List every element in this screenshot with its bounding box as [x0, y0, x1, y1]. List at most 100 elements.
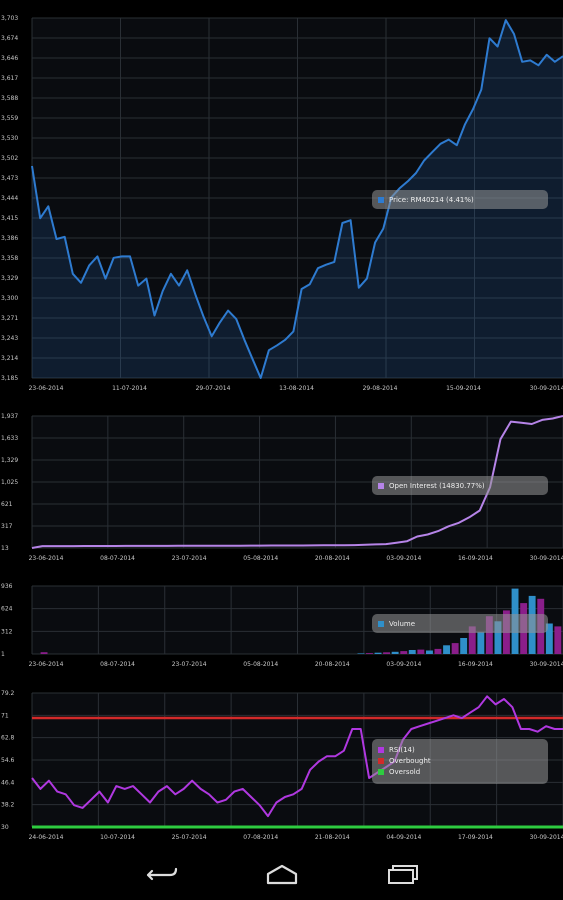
- volume-legend: Volume: [372, 614, 548, 633]
- volume-ytick-label: 312: [1, 628, 13, 635]
- volume-bar: [451, 643, 459, 654]
- volume-bar: [40, 652, 48, 654]
- oversold-legend-label: Oversold: [389, 767, 421, 776]
- price-ytick-label: 3,415: [1, 215, 18, 222]
- price-ytick-label: 3,559: [1, 115, 18, 122]
- volume-ytick-label: 1: [1, 651, 5, 658]
- volume-bar: [426, 650, 433, 654]
- rsi-ytick-label: 38.2: [1, 802, 15, 809]
- oi-xtick-label: 16-09-2014: [458, 555, 493, 562]
- oi-ytick-label: 1,937: [1, 413, 18, 420]
- oi-legend-label: Open Interest (14830.77%): [389, 481, 485, 490]
- oi-xtick-label: 30-09-2014: [530, 555, 563, 562]
- rsi-line: [31, 695, 563, 818]
- volume-panel[interactable]: 936 624 312 1 23-06-2014 08-07-2014 23-07-2014…: [0, 578, 563, 678]
- volume-bar: [477, 632, 485, 654]
- price-ytick-label: 3,271: [1, 315, 18, 322]
- back-icon: [146, 867, 178, 881]
- price-ytick-label: 3,703: [1, 15, 18, 22]
- rsi-ytick-label: 30: [1, 824, 9, 831]
- rsi-xtick-label: 24-06-2014: [29, 834, 64, 841]
- price-xtick-label: 11-07-2014: [112, 385, 147, 392]
- oi-ytick-label: 317: [1, 523, 13, 530]
- rsi-xtick-label: 07-08-2014: [243, 834, 278, 841]
- price-ytick-label: 3,444: [1, 195, 18, 202]
- oversold-swatch: [378, 768, 384, 775]
- oi-xtick-label: 23-06-2014: [29, 555, 64, 562]
- rsi-xtick-label: 25-07-2014: [172, 834, 207, 841]
- rsi-panel[interactable]: 79.2 71 62.8 54.6 46.4 38.2 30 24-06-2014 10-07-…: [0, 684, 563, 850]
- volume-bar: [434, 648, 442, 654]
- rsi-xtick-label: 21-08-2014: [315, 834, 350, 841]
- price-ytick-label: 3,329: [1, 275, 18, 282]
- oi-ytick-label: 621: [1, 501, 13, 508]
- rsi-ytick-label: 79.2: [1, 690, 15, 697]
- rsi-ytick-label: 46.4: [1, 779, 15, 786]
- recents-icon: [388, 865, 418, 884]
- price-ytick-label: 3,358: [1, 255, 18, 262]
- volume-xtick-label: 03-09-2014: [386, 661, 421, 668]
- home-button[interactable]: [260, 858, 304, 892]
- rsi-ytick-label: 62.8: [1, 735, 15, 742]
- volume-bar: [357, 653, 365, 654]
- price-line: [31, 19, 563, 379]
- volume-legend-label: Volume: [389, 619, 416, 628]
- price-legend: Price: RM40214 (4.41%): [372, 190, 548, 209]
- volume-xtick-label: 23-06-2014: [29, 661, 64, 668]
- volume-xtick-label: 30-09-2014: [530, 661, 563, 668]
- oi-xtick-label: 23-07-2014: [172, 555, 207, 562]
- overbought-swatch: [378, 757, 384, 764]
- oi-legend: Open Interest (14830.77%): [372, 476, 548, 495]
- rsi-xtick-label: 17-09-2014: [458, 834, 493, 841]
- volume-bar: [383, 652, 390, 654]
- price-swatch: [378, 196, 384, 203]
- rsi-xtick-label: 04-09-2014: [386, 834, 421, 841]
- oi-xtick-label: 08-07-2014: [100, 555, 135, 562]
- price-xtick-label: 23-06-2014: [29, 385, 64, 392]
- oi-ytick-label: 1,633: [1, 435, 18, 442]
- price-ytick-label: 3,386: [1, 235, 18, 242]
- price-ytick-label: 3,674: [1, 35, 18, 42]
- price-ytick-label: 3,185: [1, 375, 18, 382]
- oi-line: [31, 415, 563, 549]
- volume-xtick-label: 20-08-2014: [315, 661, 350, 668]
- volume-xtick-label: 08-07-2014: [100, 661, 135, 668]
- volume-bar: [485, 616, 493, 654]
- price-xtick-label: 30-09-2014: [530, 385, 563, 392]
- price-ytick-label: 3,214: [1, 355, 18, 362]
- rsi-legend: RSI(14) Overbought Oversold: [372, 739, 548, 784]
- volume-bar: [366, 653, 373, 654]
- rsi-ytick-label: 54.6: [1, 757, 15, 764]
- recents-button[interactable]: [380, 858, 424, 892]
- volume-xtick-label: 05-08-2014: [243, 661, 278, 668]
- oi-ytick-label: 13: [1, 545, 9, 552]
- oi-ytick-label: 1,329: [1, 457, 18, 464]
- price-xtick-label: 29-08-2014: [363, 385, 398, 392]
- oi-xtick-label: 03-09-2014: [386, 555, 421, 562]
- open-interest-panel[interactable]: 1,937 1,633 1,329 1,025 621 317 13 23-06-2014 08…: [0, 408, 563, 574]
- back-button[interactable]: [140, 858, 184, 892]
- oi-xtick-label: 05-08-2014: [243, 555, 278, 562]
- volume-bar: [374, 652, 382, 654]
- rsi-xtick-label: 30-09-2014: [530, 834, 563, 841]
- volume-bar: [468, 626, 476, 654]
- rsi-ytick-label: 71: [1, 712, 9, 719]
- price-xtick-label: 15-09-2014: [446, 385, 481, 392]
- price-chart-panel[interactable]: 3,703 3,674 3,646 3,617 3,588 3,559 3,530 3,502…: [0, 0, 563, 404]
- oi-swatch: [378, 482, 384, 489]
- price-ytick-label: 3,588: [1, 95, 18, 102]
- volume-bar: [391, 651, 399, 654]
- volume-bar: [460, 638, 468, 654]
- volume-ytick-label: 624: [1, 606, 13, 613]
- oi-xtick-label: 20-08-2014: [315, 555, 350, 562]
- price-ytick-label: 3,617: [1, 75, 18, 82]
- price-ytick-label: 3,473: [1, 175, 18, 182]
- price-ytick-label: 3,646: [1, 55, 18, 62]
- system-navigation-bar: [0, 850, 563, 900]
- price-ytick-label: 3,300: [1, 295, 18, 302]
- volume-bar: [494, 621, 502, 654]
- volume-bar: [554, 626, 562, 654]
- volume-bar: [408, 650, 416, 654]
- oi-ytick-label: 1,025: [1, 479, 18, 486]
- price-ytick-label: 3,530: [1, 135, 18, 142]
